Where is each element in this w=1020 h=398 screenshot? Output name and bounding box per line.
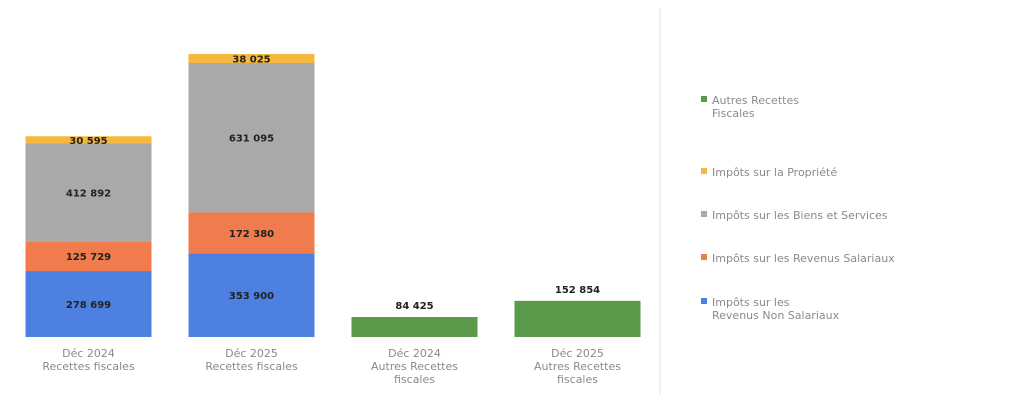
bar-segment xyxy=(188,54,315,64)
bar-segment xyxy=(188,253,315,337)
bar-segment xyxy=(25,241,152,272)
legend-label: Impôts sur la Propriété xyxy=(712,166,837,179)
legend-swatch xyxy=(701,298,707,304)
x-tick-label: Déc 2025 Recettes fiscales xyxy=(205,347,298,373)
x-tick-label: Déc 2024 Recettes fiscales xyxy=(42,347,135,373)
legend-label: Impôts sur les Revenus Non Salariaux xyxy=(712,296,840,322)
bar-segment xyxy=(351,317,478,337)
legend-swatch xyxy=(701,211,707,217)
bar-segment xyxy=(25,143,152,242)
legend-swatch xyxy=(701,168,707,174)
x-tick-label: Déc 2024 Autres Recettes fiscales xyxy=(371,347,458,386)
value-label: 125 729 xyxy=(66,252,111,263)
value-label: 631 095 xyxy=(229,134,274,145)
bar-segment xyxy=(514,300,641,337)
value-label: 30 595 xyxy=(69,136,107,147)
legend-swatch xyxy=(701,96,707,102)
value-label: 412 892 xyxy=(66,188,111,199)
value-label: 152 854 xyxy=(555,285,600,296)
legend-label: Impôts sur les Biens et Services xyxy=(712,209,888,222)
value-label: 38 025 xyxy=(232,55,270,66)
value-label: 278 699 xyxy=(66,300,111,311)
value-label: 353 900 xyxy=(229,291,274,302)
legend-label: Impôts sur les Revenus Salariaux xyxy=(712,252,895,265)
legend-label: Autres Recettes Fiscales xyxy=(712,94,799,120)
value-label: 84 425 xyxy=(395,301,433,312)
bar-segment xyxy=(25,136,152,144)
x-tick-label: Déc 2025 Autres Recettes fiscales xyxy=(534,347,621,386)
value-label: 172 380 xyxy=(229,229,274,240)
legend-swatch xyxy=(701,254,707,260)
bar-segment xyxy=(188,63,315,213)
bar-segment xyxy=(25,271,152,337)
bar-segment xyxy=(188,212,315,254)
